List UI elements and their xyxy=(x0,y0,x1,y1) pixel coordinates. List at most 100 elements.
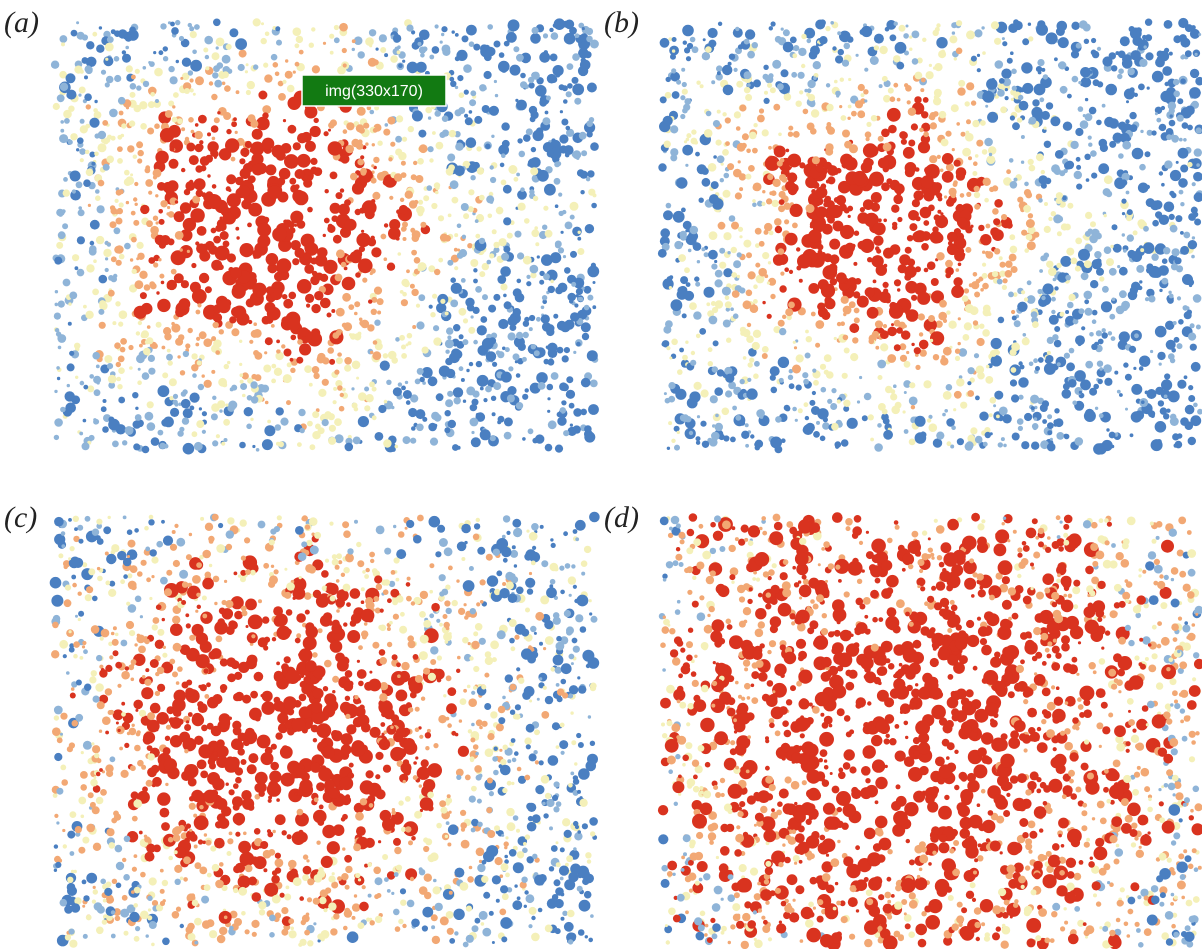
map-patch xyxy=(579,297,584,302)
map-patch xyxy=(1017,197,1023,203)
map-patch xyxy=(1196,163,1200,167)
map-patch xyxy=(722,112,726,116)
map-patch xyxy=(358,416,369,427)
map-patch xyxy=(975,154,979,158)
map-patch xyxy=(515,360,518,363)
map-patch xyxy=(134,745,141,752)
map-patch xyxy=(170,408,179,417)
map-patch xyxy=(1046,355,1054,363)
map-patch xyxy=(1173,79,1179,85)
map-patch xyxy=(246,424,252,430)
map-patch xyxy=(891,205,899,213)
map-patch xyxy=(341,262,347,268)
map-patch xyxy=(1177,380,1186,389)
map-patch xyxy=(1002,41,1007,46)
map-patch xyxy=(845,243,855,253)
map-patch xyxy=(442,48,450,56)
map-patch xyxy=(371,309,377,315)
map-patch xyxy=(92,352,100,360)
map-patch xyxy=(345,443,354,452)
map-patch xyxy=(517,767,522,772)
map-patch xyxy=(74,343,80,349)
map-patch xyxy=(994,391,1003,400)
map-patch xyxy=(129,120,135,126)
map-patch xyxy=(211,370,215,374)
map-patch xyxy=(1048,217,1052,221)
map-patch xyxy=(83,305,87,309)
map-patch xyxy=(671,68,676,73)
map-patch xyxy=(226,783,229,786)
map-patch xyxy=(288,97,301,110)
map-patch xyxy=(354,301,360,307)
map-patch xyxy=(1063,122,1072,131)
map-patch xyxy=(928,315,935,322)
map-patch xyxy=(830,403,837,410)
map-patch xyxy=(824,163,830,169)
map-patch xyxy=(168,66,174,72)
map-patch xyxy=(1051,164,1060,173)
map-patch xyxy=(437,655,442,660)
map-patch xyxy=(864,99,867,102)
map-patch xyxy=(222,382,227,387)
map-patch xyxy=(999,256,1003,260)
map-patch xyxy=(1085,361,1093,369)
map-patch xyxy=(696,81,700,85)
map-patch xyxy=(844,348,850,354)
map-patch xyxy=(663,210,673,220)
map-patch xyxy=(384,223,388,227)
map-patch xyxy=(145,179,153,187)
map-patch xyxy=(697,415,700,418)
map-patch xyxy=(847,117,850,120)
map-patch xyxy=(976,366,984,374)
map-patch xyxy=(909,382,915,388)
map-patch xyxy=(1088,143,1092,147)
map-patch xyxy=(333,235,342,244)
map-patch xyxy=(183,408,193,418)
map-patch xyxy=(904,150,908,154)
map-patch xyxy=(695,282,700,287)
map-patch xyxy=(339,23,348,32)
map-patch xyxy=(708,361,713,366)
map-patch xyxy=(230,267,242,279)
map-patch xyxy=(821,387,827,393)
map-patch xyxy=(299,343,311,355)
map-patch xyxy=(537,255,540,258)
map-patch xyxy=(1161,278,1168,285)
map-patch xyxy=(133,220,139,226)
map-patch xyxy=(1009,234,1015,240)
map-patch xyxy=(1109,314,1115,320)
map-patch xyxy=(504,301,512,309)
map-patch xyxy=(783,29,790,36)
map-patch xyxy=(145,668,149,672)
map-patch xyxy=(290,368,295,373)
map-patch xyxy=(529,82,535,88)
map-patch xyxy=(966,119,971,124)
map-patch xyxy=(1162,258,1168,264)
map-patch xyxy=(369,44,372,47)
map-patch xyxy=(316,782,325,791)
map-patch xyxy=(488,305,496,313)
map-patch xyxy=(333,387,337,391)
map-patch xyxy=(101,70,106,75)
map-patch xyxy=(561,400,566,405)
map-patch xyxy=(192,50,197,55)
map-patch xyxy=(334,370,339,375)
map-patch xyxy=(272,227,286,241)
map-patch xyxy=(986,365,990,369)
map-patch xyxy=(541,314,550,323)
map-patch xyxy=(837,399,841,403)
map-patch xyxy=(1092,319,1097,324)
map-patch xyxy=(768,146,772,150)
map-patch xyxy=(725,117,731,123)
map-patch xyxy=(165,110,173,118)
map-patch xyxy=(908,108,916,116)
map-patch xyxy=(207,132,211,136)
map-patch xyxy=(501,372,512,383)
map-patch xyxy=(443,694,446,697)
map-patch xyxy=(1029,362,1034,367)
map-patch xyxy=(115,662,122,669)
map-patch xyxy=(217,111,220,114)
map-patch xyxy=(246,63,249,66)
map-patch xyxy=(148,519,154,525)
map-patch xyxy=(343,129,348,134)
